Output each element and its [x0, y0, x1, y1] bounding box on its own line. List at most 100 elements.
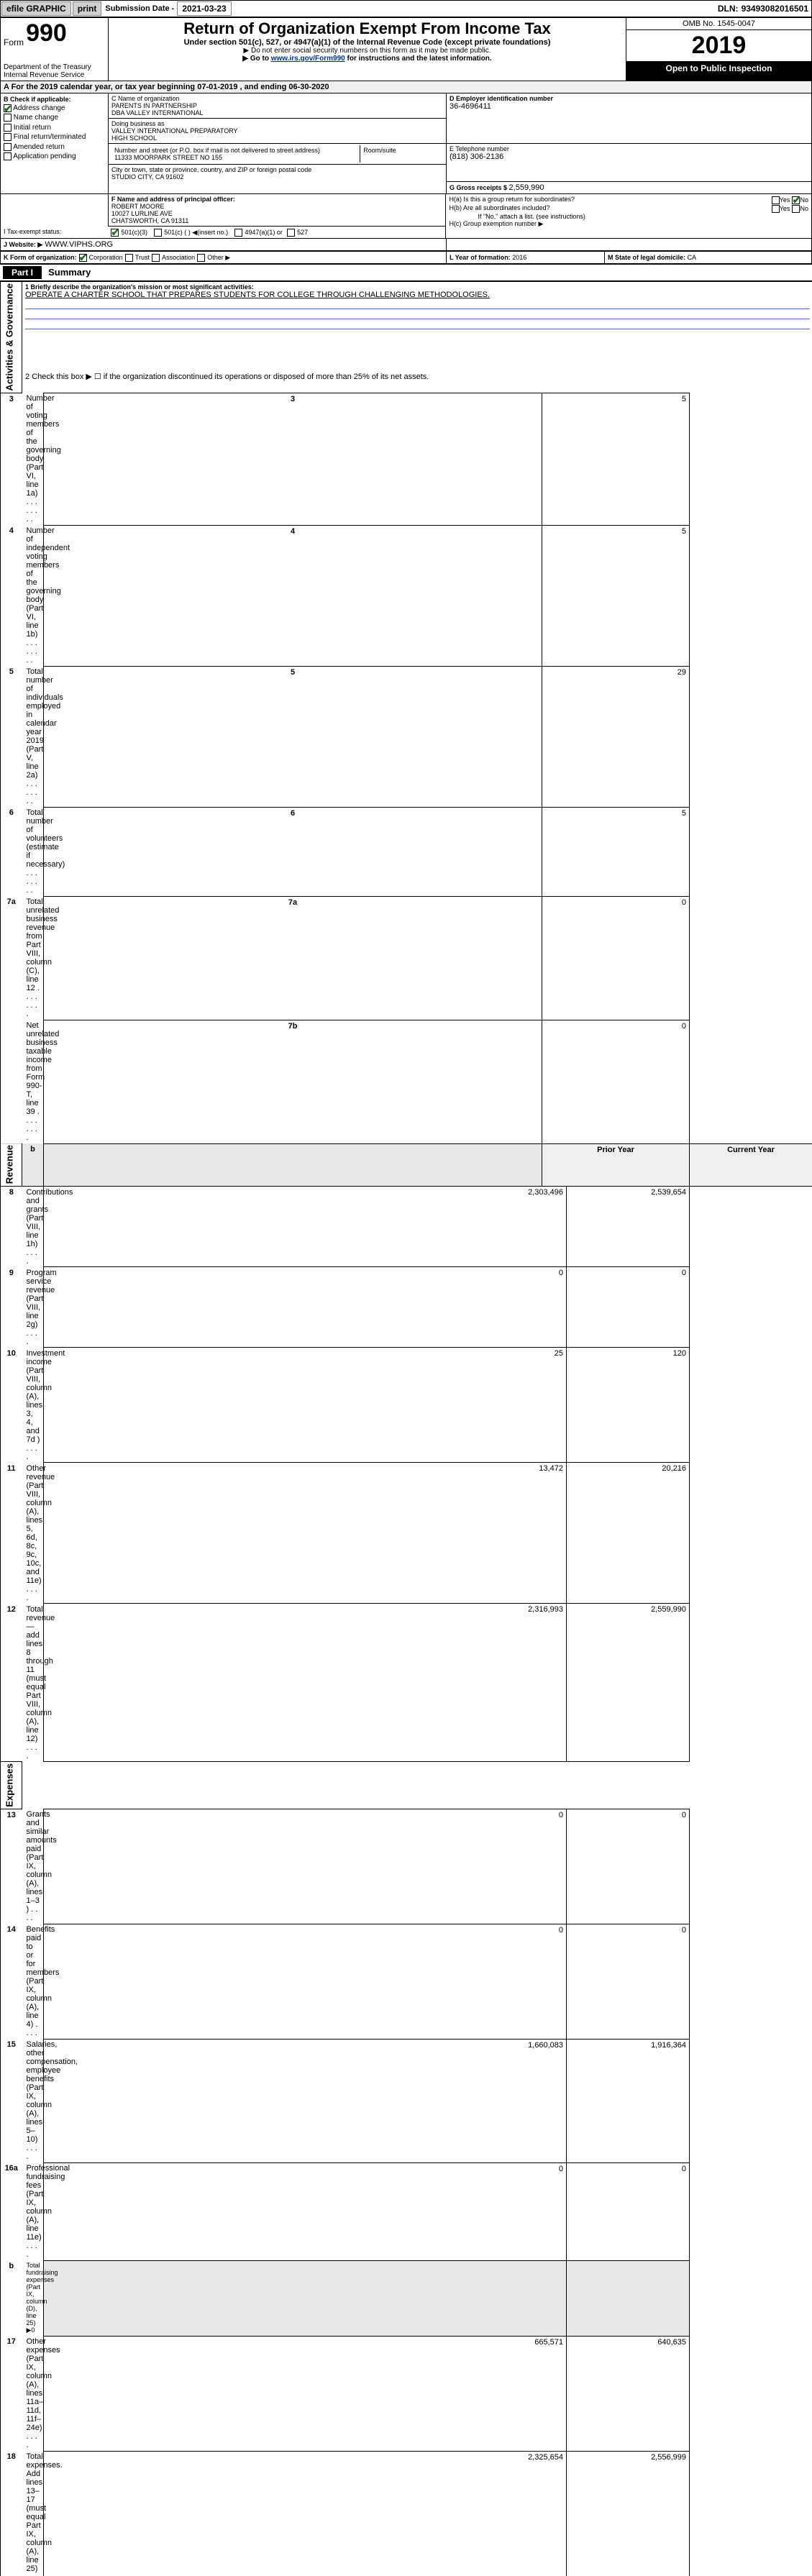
- hb-yes-checkbox[interactable]: [772, 205, 780, 213]
- other-checkbox[interactable]: [197, 254, 205, 262]
- ha-no-checkbox[interactable]: [792, 196, 800, 204]
- h-a: H(a) Is this a group return for subordin…: [449, 196, 575, 204]
- assoc-checkbox[interactable]: [152, 254, 160, 262]
- 527-checkbox[interactable]: [287, 229, 295, 237]
- box-b-checkbox[interactable]: [4, 152, 12, 160]
- line-text: Total unrelated business revenue from Pa…: [22, 896, 44, 1020]
- line-text: Total fundraising expenses (Part IX, col…: [22, 2260, 44, 2336]
- current-year-head: Current Year: [690, 1143, 812, 1186]
- line-value: 5: [542, 807, 690, 896]
- line-num: 4: [1, 525, 22, 666]
- line-value: 5: [542, 525, 690, 666]
- 4947-checkbox[interactable]: [234, 229, 242, 237]
- line-text: Program service revenue (Part VIII, line…: [22, 1267, 44, 1348]
- line-text: Professional fundraising fees (Part IX, …: [22, 2162, 44, 2260]
- box-f-label: F Name and address of principal officer:: [111, 196, 443, 203]
- line-text: Grants and similar amounts paid (Part IX…: [22, 1809, 44, 1924]
- line-text: Contributions and grants (Part VIII, lin…: [22, 1186, 44, 1267]
- dba-2: HIGH SCHOOL: [111, 134, 443, 142]
- prior-year-value: 2,325,654: [44, 2451, 567, 2576]
- line-value: 5: [542, 393, 690, 525]
- legal-domicile: CA: [688, 254, 697, 261]
- box-c-name-label: C Name of organization: [111, 95, 443, 102]
- city-value: STUDIO CITY, CA 91602: [111, 173, 443, 181]
- line-num: 10: [1, 1348, 22, 1463]
- open-to-public: Open to Public Inspection: [626, 62, 812, 81]
- form-title: Return of Organization Exempt From Incom…: [111, 19, 623, 38]
- corp-checkbox[interactable]: [79, 254, 87, 262]
- sidetab-expenses: Expenses: [1, 1762, 22, 1809]
- current-year-value: 640,635: [567, 2336, 690, 2451]
- room-suite-label: Room/suite: [360, 145, 443, 163]
- addr-value: 11333 MOORPARK STREET NO 155: [114, 154, 357, 161]
- city-label: City or town, state or province, country…: [111, 166, 443, 173]
- line-text: Number of voting members of the governin…: [22, 393, 44, 525]
- line-num: 6: [1, 807, 22, 896]
- box-b-checkbox[interactable]: [4, 104, 12, 112]
- period-end: 06-30-2020: [288, 83, 329, 91]
- line2-text: 2 Check this box ▶ ☐ if the organization…: [22, 370, 812, 393]
- submission-date: 2021-03-23: [177, 1, 231, 16]
- officer-name: ROBERT MOORE: [111, 203, 443, 210]
- hb-no-checkbox[interactable]: [792, 205, 800, 213]
- prior-year-value: 13,472: [44, 1463, 567, 1604]
- line-ref: 4: [44, 525, 542, 666]
- box-l-label: L Year of formation:: [450, 254, 512, 261]
- officer-addr1: 10027 LURLINE AVE: [111, 210, 443, 217]
- line-num: 3: [1, 393, 22, 525]
- prior-year-value: 2,316,993: [44, 1604, 567, 1762]
- sidetab-revenue: Revenue: [1, 1143, 22, 1186]
- line-ref: 7b: [44, 1020, 542, 1143]
- current-year-value: 1,916,364: [567, 2039, 690, 2162]
- form-word: Form: [4, 37, 24, 47]
- line-text: Salaries, other compensation, employee b…: [22, 2039, 44, 2162]
- line-num: 12: [1, 1604, 22, 1762]
- box-b-checkbox[interactable]: [4, 133, 12, 141]
- ha-yes-checkbox[interactable]: [772, 196, 780, 204]
- prior-year-value: 0: [44, 2162, 567, 2260]
- box-b-checkbox[interactable]: [4, 124, 12, 132]
- mission-text: OPERATE A CHARTER SCHOOL THAT PREPARES S…: [25, 291, 810, 299]
- efile-badge: efile GRAPHIC: [1, 1, 71, 16]
- line-text: Investment income (Part VIII, column (A)…: [22, 1348, 44, 1463]
- form-subtitle-2: ▶ Do not enter social security numbers o…: [111, 47, 623, 55]
- line-num: 7a: [1, 896, 22, 1020]
- year-formation: 2016: [512, 254, 526, 261]
- org-name-2: DBA VALLEY INTERNATIONAL: [111, 109, 443, 117]
- box-b-checkbox[interactable]: [4, 114, 12, 122]
- part-i-title: Summary: [48, 267, 91, 278]
- prior-year-value: 2,303,496: [44, 1186, 567, 1267]
- addr-label: Number and street (or P.O. box if mail i…: [114, 147, 357, 154]
- line-ref: 5: [44, 666, 542, 807]
- line-num: 8: [1, 1186, 22, 1267]
- dba-1: VALLEY INTERNATIONAL PREPARATORY: [111, 127, 443, 134]
- form-link-post: for instructions and the latest informat…: [347, 55, 492, 63]
- line-num: b: [1, 2260, 22, 2336]
- current-year-value: 0: [567, 1809, 690, 1924]
- gross-receipts: 2,559,990: [509, 183, 544, 192]
- form-link-pre: ▶ Go to: [242, 55, 270, 63]
- prior-year-value: 665,571: [44, 2336, 567, 2451]
- sidetab-governance: Activities & Governance: [1, 282, 22, 393]
- 501c3-checkbox[interactable]: [111, 229, 119, 237]
- box-b-checkbox[interactable]: [4, 143, 12, 151]
- current-year-value: 0: [567, 1267, 690, 1348]
- line-ref: 3: [44, 393, 542, 525]
- h-b: H(b) Are all subordinates included?: [449, 204, 549, 213]
- website-value: WWW.VIPHS.ORG: [45, 240, 113, 249]
- period-prefix: A For the 2019 calendar year, or tax yea…: [4, 83, 197, 91]
- line-text: Total expenses. Add lines 13–17 (must eq…: [22, 2451, 44, 2576]
- submission-date-label: Submission Date -: [105, 4, 174, 13]
- tax-year: 2019: [626, 30, 812, 62]
- print-button[interactable]: print: [73, 1, 102, 16]
- line-num: 14: [1, 1924, 22, 2039]
- line-text: Total revenue—add lines 8 through 11 (mu…: [22, 1604, 44, 1762]
- form990-link[interactable]: www.irs.gov/Form990: [271, 55, 345, 63]
- h-b-note: If "No," attach a list. (see instruction…: [449, 213, 808, 220]
- line-text: Other revenue (Part VIII, column (A), li…: [22, 1463, 44, 1604]
- box-i-label: I Tax-exempt status:: [1, 227, 109, 239]
- trust-checkbox[interactable]: [125, 254, 133, 262]
- prior-year-value: 0: [44, 1809, 567, 1924]
- part-i-label: Part I: [3, 266, 42, 279]
- 501c-checkbox[interactable]: [154, 229, 162, 237]
